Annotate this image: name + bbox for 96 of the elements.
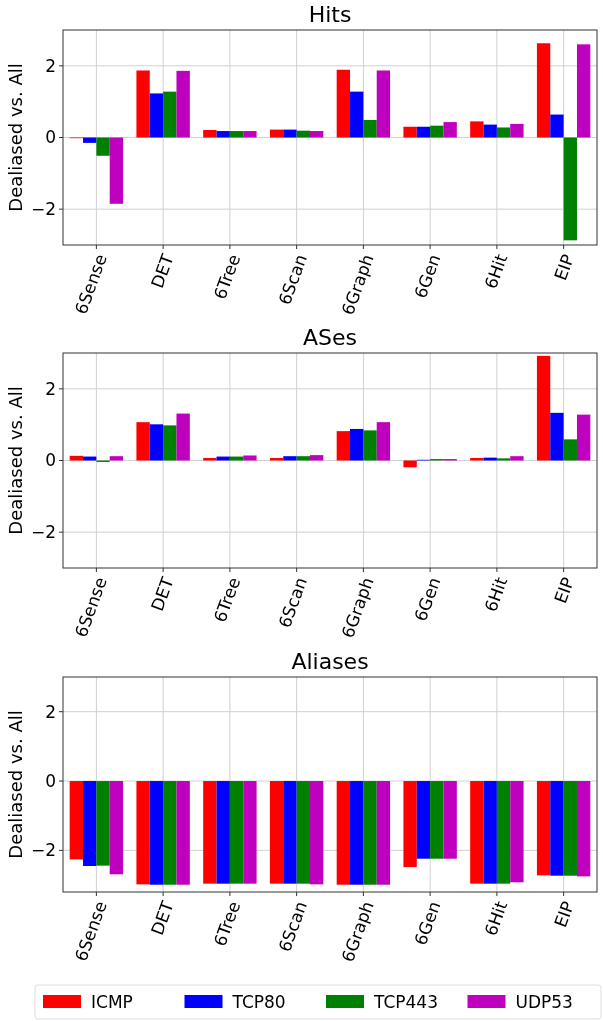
bar (470, 457, 484, 461)
bar (216, 131, 230, 138)
x-tick-label: 6Hit (480, 898, 512, 939)
bar (283, 456, 297, 461)
bar (563, 439, 577, 461)
bar (470, 121, 484, 138)
bar (269, 457, 284, 461)
x-tick-label: EIP (550, 574, 578, 606)
bar (109, 456, 124, 461)
x-tick-label: 6Tree (209, 251, 245, 302)
bar (243, 455, 257, 461)
bar (536, 43, 551, 138)
legend-label: ICMP (91, 991, 133, 1012)
bar (69, 455, 84, 461)
y-tick-label: 0 (45, 770, 56, 791)
bar (496, 127, 511, 138)
x-tick-label: 6Scan (274, 574, 311, 631)
bar (496, 458, 511, 461)
x-tick-label: DET (146, 573, 178, 614)
y-axis-title: Dealiased vs. All (5, 710, 26, 859)
bar (296, 130, 310, 138)
x-tick-label: 6Hit (480, 251, 512, 292)
bar (203, 129, 217, 138)
bar (163, 91, 177, 138)
bar (336, 431, 351, 461)
bar (350, 91, 364, 138)
bar (309, 455, 324, 461)
bar (149, 93, 164, 138)
y-tick-label: −2 (30, 840, 56, 861)
x-tick-label: 6Scan (274, 251, 311, 308)
bar (203, 457, 217, 461)
bar (536, 355, 551, 461)
y-tick-label: 2 (45, 378, 56, 399)
x-tick-label: 6Hit (480, 574, 512, 615)
x-tick-label: 6Tree (209, 574, 245, 625)
legend-label: TCP80 (231, 991, 286, 1012)
bar (83, 137, 97, 143)
bar (216, 456, 230, 461)
bar (243, 131, 257, 138)
chart-title: Hits (308, 2, 352, 27)
x-tick-label: 6Gen (410, 574, 445, 624)
bar (96, 137, 110, 156)
x-tick-label: 6Tree (209, 898, 245, 949)
y-axis-title: Dealiased vs. All (5, 386, 26, 535)
chart-title: ASes (302, 325, 358, 350)
bar (403, 460, 417, 468)
bar (443, 122, 457, 138)
bar (576, 414, 591, 461)
bar (336, 69, 351, 138)
bar (550, 412, 564, 461)
bar (510, 456, 524, 461)
bar (309, 131, 324, 138)
x-tick-label: EIP (550, 898, 578, 930)
x-tick-label: 6Gen (410, 251, 445, 301)
bar (376, 422, 391, 461)
bar (269, 129, 284, 138)
y-tick-label: 0 (45, 127, 56, 148)
bar (350, 428, 364, 461)
bar (283, 129, 297, 138)
bar (149, 424, 164, 461)
bar (483, 457, 497, 461)
y-tick-label: 0 (45, 450, 56, 471)
x-tick-label: 6Gen (410, 898, 445, 948)
bar (430, 125, 444, 138)
bar (416, 126, 431, 138)
bar (109, 137, 124, 204)
x-tick-label: 6Scan (274, 898, 311, 955)
bar (176, 413, 190, 461)
bar (136, 422, 150, 461)
bar (363, 119, 377, 138)
bar (376, 70, 391, 138)
bar (483, 124, 497, 138)
x-tick-label: DET (146, 250, 178, 291)
bar (83, 456, 97, 461)
bar (576, 44, 591, 138)
bar (176, 70, 190, 138)
legend-label: TCP443 (373, 991, 438, 1012)
y-tick-label: −2 (30, 199, 56, 220)
bar (163, 425, 177, 461)
y-tick-label: −2 (30, 522, 56, 543)
bar (136, 70, 150, 138)
bar (510, 123, 524, 138)
bar (550, 114, 564, 138)
y-tick-label: 2 (45, 701, 56, 722)
x-tick-label: DET (146, 897, 178, 938)
bar (363, 430, 377, 461)
y-axis-title: Dealiased vs. All (5, 63, 26, 212)
bar (563, 137, 577, 241)
bar (403, 126, 417, 138)
chart-title: Aliases (291, 649, 369, 674)
bar (229, 131, 244, 138)
bar (296, 456, 310, 461)
bar (229, 456, 244, 461)
legend-label: UDP53 (515, 991, 573, 1012)
y-tick-label: 2 (45, 55, 56, 76)
x-tick-label: EIP (550, 251, 578, 283)
